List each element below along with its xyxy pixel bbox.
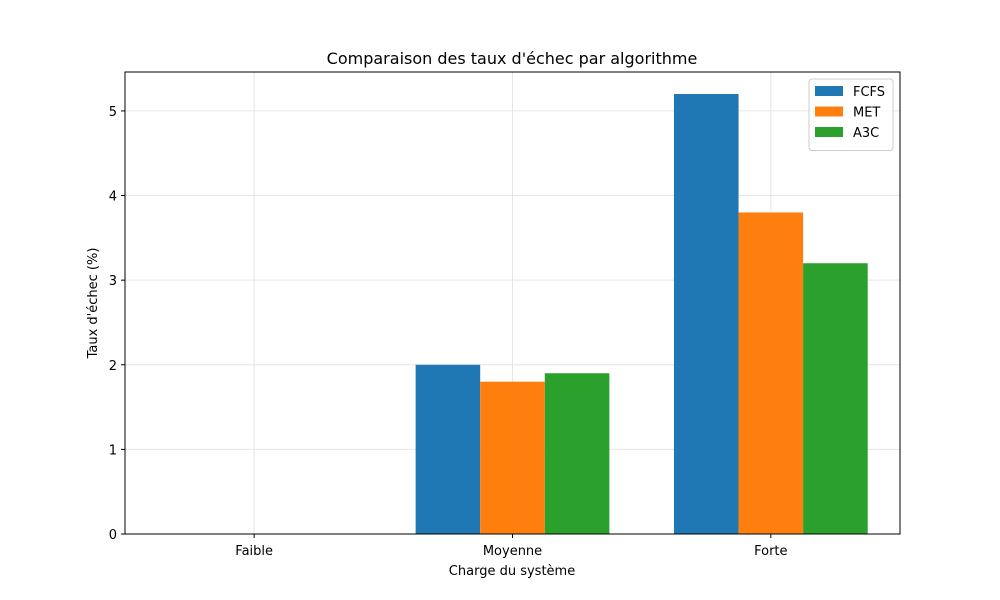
x-axis-label: Charge du système: [449, 564, 575, 579]
legend: FCFS MET A3C: [808, 78, 894, 151]
y-tick-label: 1: [109, 443, 117, 458]
bars: [415, 94, 868, 534]
y-tick-label: 3: [109, 274, 117, 289]
y-tick-label: 0: [109, 528, 117, 543]
bar-met-moyenne: [480, 381, 545, 534]
y-tick-label: 5: [109, 105, 117, 120]
x-tick-label: Faible: [235, 544, 273, 559]
legend-label-fcfs: FCFS: [853, 85, 885, 100]
y-tick-label: 4: [109, 190, 117, 205]
bar-a3c-moyenne: [544, 373, 610, 534]
legend-swatch-a3c: [815, 127, 843, 137]
y-axis-label: Taux d'échec (%): [86, 248, 101, 360]
bar-met-forte: [738, 212, 804, 534]
chart-title: Comparaison des taux d'échec par algorit…: [327, 49, 698, 68]
bar-fcfs-forte: [673, 94, 739, 534]
axes: 0 1 2 3 4 5 Faible Moyenne Forte: [109, 71, 901, 559]
legend-swatch-met: [815, 106, 843, 117]
x-tick-label: Moyenne: [483, 544, 542, 559]
legend-label-a3c: A3C: [853, 126, 879, 141]
legend-swatch-fcfs: [815, 86, 843, 96]
x-tick-label: Forte: [754, 544, 787, 559]
y-tick-label: 2: [109, 359, 117, 374]
bar-fcfs-moyenne: [415, 364, 481, 534]
bar-a3c-forte: [803, 263, 868, 534]
legend-label-met: MET: [853, 106, 880, 121]
